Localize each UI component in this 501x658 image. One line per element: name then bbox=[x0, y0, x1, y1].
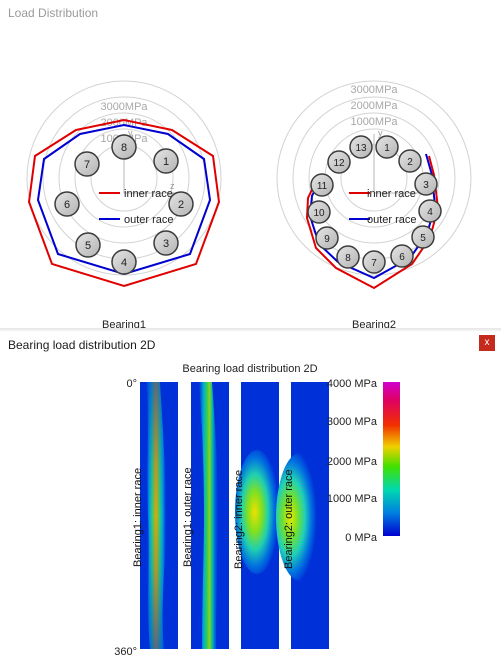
bearing2-ball: 13 bbox=[349, 135, 373, 159]
svg-text:3: 3 bbox=[423, 180, 429, 191]
heatmap-y-top-label: 0° bbox=[126, 378, 137, 390]
bearing1-legend-inner: inner race bbox=[124, 188, 173, 200]
colorbar-label-2000: 2000 MPa bbox=[327, 456, 378, 468]
bearing1-balls: 8 1 2 3 4 5 6 7 bbox=[54, 134, 194, 275]
heatmap-strip-bearing1-outer: Bearing1: outer race bbox=[182, 382, 229, 649]
bearing1-axis-y-label: y bbox=[128, 128, 133, 138]
bearing2-ball: 4 bbox=[418, 199, 442, 223]
heatmap-title: Bearing load distribution 2D bbox=[182, 363, 317, 375]
heatmap-strip-bearing1-inner: Bearing1: inner race bbox=[132, 382, 178, 649]
colorbar-label-0: 0 MPa bbox=[345, 532, 378, 544]
bearing1-inner-race-line bbox=[27, 118, 221, 288]
svg-text:3: 3 bbox=[163, 238, 169, 250]
bearing2-legend-outer: outer race bbox=[367, 214, 417, 226]
bearing2-ring-label-3000: 3000MPa bbox=[350, 84, 398, 96]
bearing1-ball: 5 bbox=[75, 232, 101, 258]
svg-text:13: 13 bbox=[355, 143, 367, 154]
bearing2-polar-chart: y z 3000MPa 2000MPa 1000MPa 13 1 2 3 4 5… bbox=[276, 80, 472, 331]
load-distribution-titlebar: Load Distribution bbox=[0, 0, 501, 26]
bearing1-ball: 4 bbox=[111, 249, 137, 275]
polar-charts: y z 3000MPa 2000MPa 1000MPa 8 1 2 3 4 5 … bbox=[26, 80, 472, 331]
bearing1-ball: 2 bbox=[168, 191, 194, 217]
heatmap-strip-label-3: Bearing2: inner race bbox=[233, 470, 245, 569]
svg-text:8: 8 bbox=[345, 253, 351, 264]
bearing2-ball: 7 bbox=[362, 250, 386, 274]
svg-text:5: 5 bbox=[420, 233, 426, 244]
svg-text:6: 6 bbox=[64, 199, 70, 211]
svg-text:2: 2 bbox=[407, 157, 413, 168]
bearing2-ball: 6 bbox=[390, 244, 414, 268]
svg-text:1: 1 bbox=[384, 143, 390, 154]
svg-text:6: 6 bbox=[399, 252, 405, 263]
bearing1-ball: 8 bbox=[111, 134, 137, 160]
heatmap-chart: Bearing load distribution 2D 0° 360° Bea… bbox=[114, 363, 400, 658]
bearing2-axis-y-label: y bbox=[378, 128, 383, 138]
svg-text:5: 5 bbox=[85, 240, 91, 252]
colorbar-label-4000: 4000 MPa bbox=[327, 378, 378, 390]
bearing1-axis-z-label: z bbox=[170, 181, 175, 191]
bearing2-legend-inner: inner race bbox=[367, 188, 416, 200]
bearing1-ball: 7 bbox=[74, 151, 100, 177]
bearing2-ball: 1 bbox=[375, 135, 399, 159]
bearing2-ball: 11 bbox=[310, 173, 334, 197]
bearing2-ball: 12 bbox=[327, 150, 351, 174]
bearing1-ring-label-2000: 2000MPa bbox=[100, 117, 148, 129]
svg-text:12: 12 bbox=[333, 158, 345, 169]
heatmap-strip-bearing2-outer: Bearing2: outer race bbox=[276, 382, 329, 649]
heatmap-strip-label-1: Bearing1: inner race bbox=[132, 468, 144, 567]
bearing1-legend: inner race outer race bbox=[99, 188, 174, 226]
close-button[interactable]: x bbox=[479, 335, 495, 351]
bearing2-ball: 10 bbox=[307, 200, 331, 224]
bearing2-ball: 3 bbox=[414, 172, 438, 196]
bearing2-ring-label-1000: 1000MPa bbox=[350, 116, 398, 128]
bearing2-balls: 13 1 2 3 4 5 6 7 8 9 10 11 12 bbox=[307, 135, 442, 274]
svg-text:10: 10 bbox=[313, 208, 325, 219]
heatmap-strip-label-4: Bearing2: outer race bbox=[283, 469, 295, 569]
bearing1-ring-label-3000: 3000MPa bbox=[100, 101, 148, 113]
bearing2-ball: 9 bbox=[315, 226, 339, 250]
svg-text:11: 11 bbox=[317, 181, 328, 192]
heatmap-strip-label-2: Bearing1: outer race bbox=[182, 467, 194, 567]
svg-text:8: 8 bbox=[121, 142, 127, 154]
panel-splitter[interactable] bbox=[0, 328, 501, 331]
svg-text:2: 2 bbox=[178, 199, 184, 211]
colorbar-label-3000: 3000 MPa bbox=[327, 416, 378, 428]
heatmap-y-bottom-label: 360° bbox=[114, 646, 137, 658]
heatmap-window-titlebar: Bearing load distribution 2D x bbox=[0, 331, 501, 357]
heatmap-window-title: Bearing load distribution 2D bbox=[8, 338, 156, 352]
load-distribution-panel: Load Distribution y z 3000MPa 2000MPa 10… bbox=[0, 0, 501, 331]
bearing1-legend-outer: outer race bbox=[124, 214, 174, 226]
svg-text:4: 4 bbox=[427, 207, 433, 218]
bearing1-ball: 1 bbox=[153, 148, 179, 174]
bearing1-polar-chart: y z 3000MPa 2000MPa 1000MPa 8 1 2 3 4 5 … bbox=[26, 80, 222, 331]
bearing2-ball: 2 bbox=[398, 149, 422, 173]
svg-text:1: 1 bbox=[163, 156, 169, 168]
heatmap-strip-bearing2-inner: Bearing2: inner race bbox=[233, 382, 279, 649]
svg-text:7: 7 bbox=[84, 159, 90, 171]
bearing2-ring-label-2000: 2000MPa bbox=[350, 100, 398, 112]
svg-text:9: 9 bbox=[324, 234, 330, 245]
bearing1-ball: 3 bbox=[153, 230, 179, 256]
svg-text:7: 7 bbox=[371, 258, 377, 269]
bearing2-ball: 8 bbox=[336, 245, 360, 269]
bearing2-legend: inner race outer race bbox=[349, 188, 417, 226]
bearing2-ball: 5 bbox=[411, 225, 435, 249]
svg-text:4: 4 bbox=[121, 257, 127, 269]
load-distribution-title: Load Distribution bbox=[8, 6, 99, 20]
colorbar-label-1000: 1000 MPa bbox=[327, 493, 378, 505]
bearing1-ball: 6 bbox=[54, 191, 80, 217]
heatmap-colorbar: 4000 MPa 3000 MPa 2000 MPa 1000 MPa 0 MP… bbox=[327, 378, 400, 544]
